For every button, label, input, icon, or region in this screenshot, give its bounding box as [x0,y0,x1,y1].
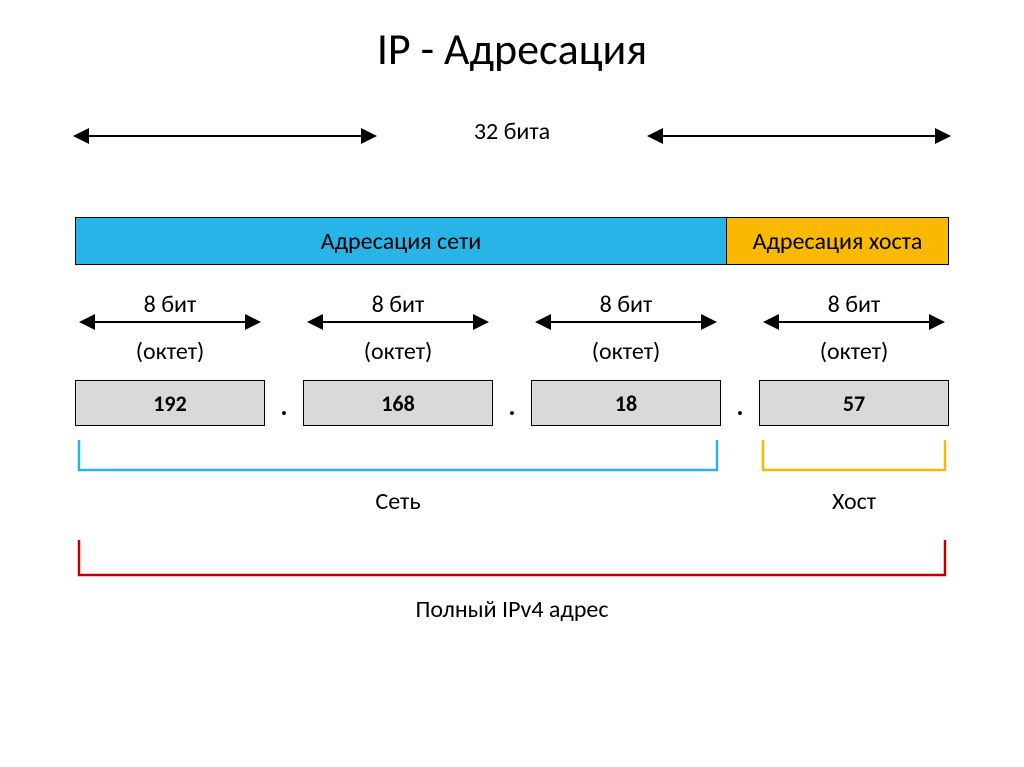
brace-full-label: Полный IPv4 адрес [75,595,949,624]
dot-2: . [729,390,751,422]
label-octet-0-unit: (октет) [75,337,265,366]
octet-0: 192 [75,380,265,426]
label-32bit: 32 бита [375,117,649,146]
label-octet-1-unit: (октет) [303,337,493,366]
brace-host [759,440,949,490]
label-octet-3-unit: (октет) [759,337,949,366]
bar-host: Адресация хоста [727,217,949,265]
octet-2: 18 [531,380,721,426]
page-title: IP - Адресация [0,0,1024,86]
label-octet-1-bits: 8 бит [303,290,493,319]
octet-1: 168 [303,380,493,426]
arrow-octet-0 [81,321,259,323]
arrow-octet-3 [765,321,943,323]
brace-network [75,440,721,490]
brace-host-label: Хост [759,487,949,516]
address-bar: Адресация сети Адресация хоста [75,217,949,265]
brace-network-label: Сеть [75,487,721,516]
arrow-octet-1 [309,321,487,323]
diagram-stage: 32 бита Адресация сети Адресация хоста 8… [75,95,949,735]
bar-network: Адресация сети [75,217,727,265]
label-octet-2-unit: (октет) [531,337,721,366]
label-octet-0-bits: 8 бит [75,290,265,319]
arrow-32bit-left [75,135,375,137]
octet-3: 57 [759,380,949,426]
dot-0: . [273,390,295,422]
label-octet-3-bits: 8 бит [759,290,949,319]
dot-1: . [501,390,523,422]
label-octet-2-bits: 8 бит [531,290,721,319]
arrow-octet-2 [537,321,715,323]
arrow-32bit-right [649,135,949,137]
brace-full [75,540,949,595]
